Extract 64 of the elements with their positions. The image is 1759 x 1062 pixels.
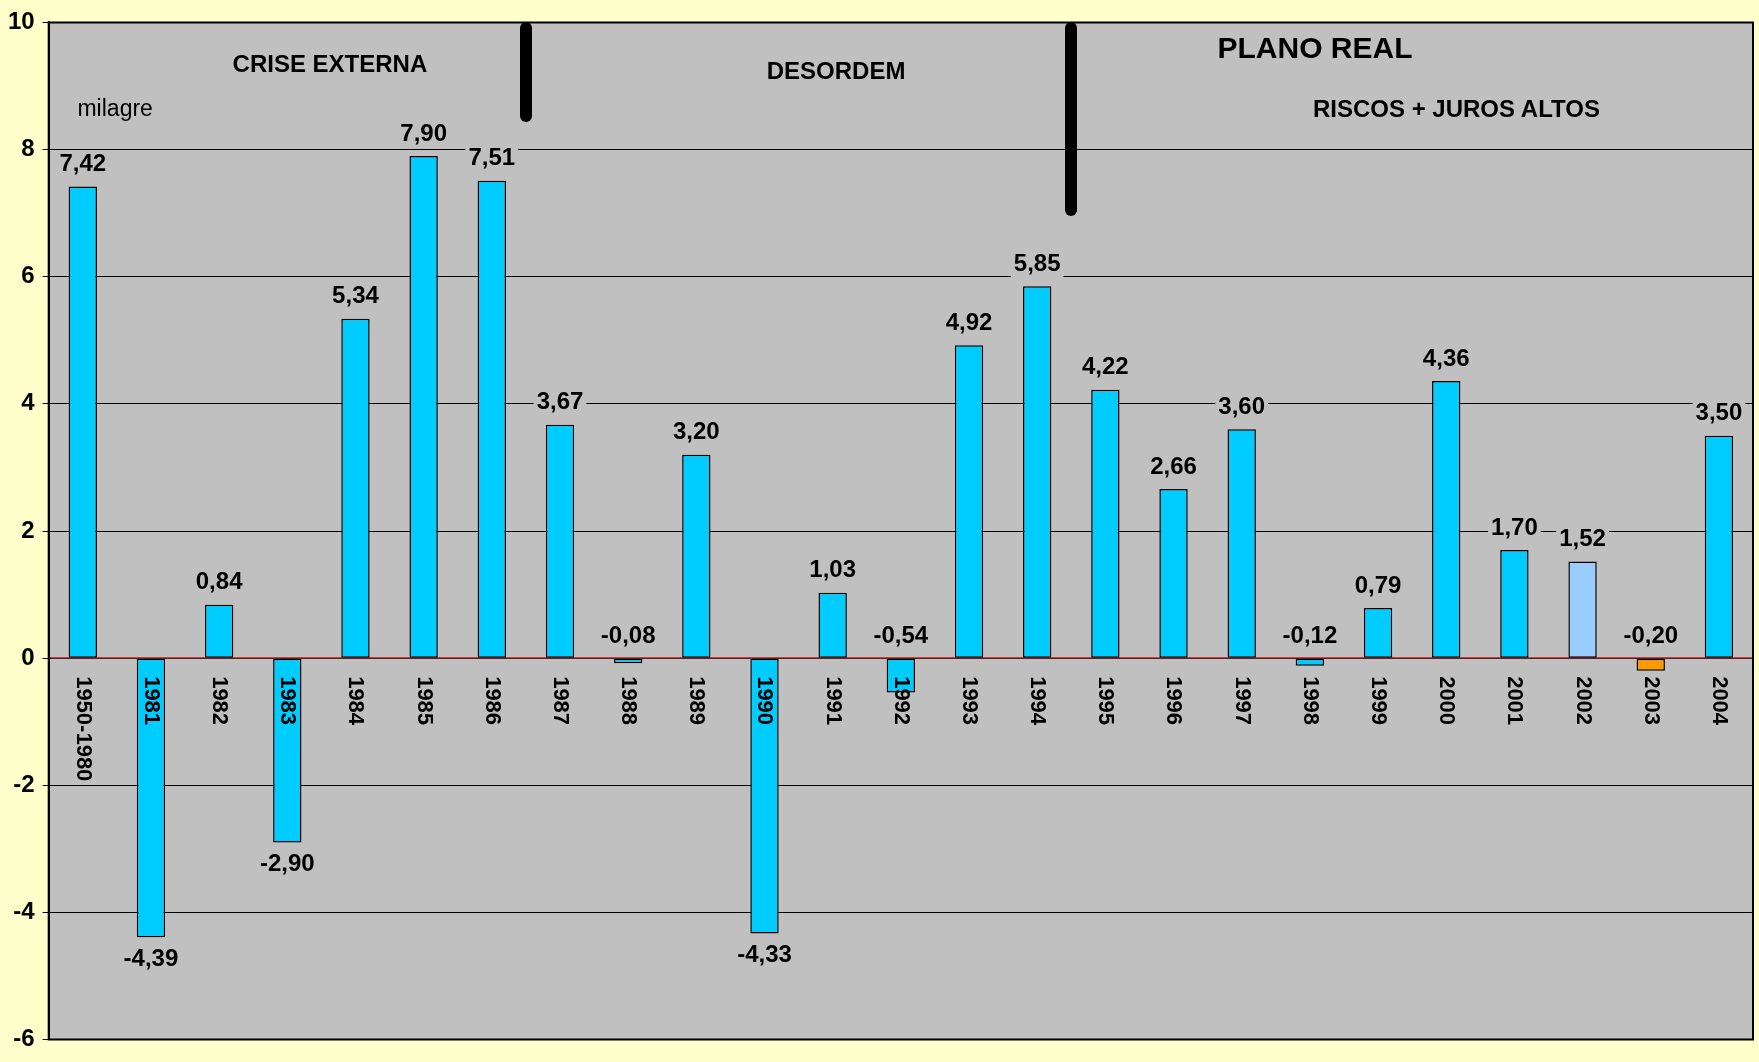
x-tick-label: 1985: [412, 676, 438, 726]
y-tick-label: 2: [21, 515, 35, 543]
x-tick-label: 1986: [480, 676, 506, 726]
x-tick-label: 1992: [889, 676, 915, 726]
x-tick-label: 1997: [1230, 676, 1256, 726]
y-tick-label: 8: [21, 134, 35, 162]
annotation: CRISE EXTERNA: [232, 49, 428, 77]
x-tick-label: 1991: [821, 676, 847, 726]
x-tick-label: 1983: [276, 676, 302, 726]
y-tick-label: -2: [13, 769, 35, 797]
y-tick-label: 0: [21, 642, 35, 670]
data-label: 4,92: [945, 307, 993, 335]
data-label: 4,36: [1422, 343, 1470, 371]
x-tick-label: 1988: [617, 676, 643, 726]
x-tick-label: 1950-1980: [71, 676, 97, 782]
data-label: 5,34: [332, 281, 380, 309]
x-tick-label: 2004: [1707, 676, 1733, 726]
data-label: 0,84: [195, 567, 244, 595]
x-tick-label: 1995: [1094, 676, 1120, 726]
data-label: 1,52: [1559, 524, 1606, 552]
x-tick-label: 1982: [208, 676, 234, 726]
data-label: -2,90: [259, 849, 315, 877]
y-tick-label: 6: [21, 261, 35, 289]
y-tick-label: -6: [13, 1024, 35, 1052]
data-label: 0,79: [1354, 570, 1402, 598]
annotation: DESORDEM: [766, 56, 906, 84]
data-label: 7,90: [400, 118, 447, 146]
data-label: -4,33: [737, 940, 792, 968]
x-tick-label: 1993: [957, 676, 983, 726]
data-label: 3,20: [672, 417, 720, 445]
x-tick-label: 2000: [1435, 676, 1461, 726]
x-tick-label: 2003: [1639, 676, 1665, 726]
data-label: -0,08: [600, 620, 656, 648]
x-tick-label: 1994: [1026, 676, 1052, 726]
y-tick-label: 4: [21, 388, 36, 416]
data-label: -0,12: [1282, 620, 1338, 648]
data-label: -0,20: [1623, 620, 1679, 648]
x-tick-label: 1984: [344, 676, 370, 726]
data-label: -0,54: [873, 620, 929, 648]
data-label: 7,51: [468, 143, 516, 171]
y-tick-label: 10: [7, 7, 35, 35]
annotation: RISCOS + JUROS ALTOS: [1312, 94, 1600, 122]
data-label: 7,42: [59, 149, 107, 177]
x-tick-label: 1990: [753, 676, 779, 726]
data-label: 1,70: [1491, 512, 1538, 540]
data-label: 2,66: [1150, 451, 1197, 479]
x-tick-label: 2002: [1571, 676, 1597, 726]
x-tick-label: 1987: [548, 676, 574, 726]
x-tick-label: 1996: [1162, 676, 1188, 726]
annotation: milagre: [77, 95, 153, 122]
y-tick-label: -4: [13, 897, 36, 925]
x-tick-label: 1998: [1298, 676, 1324, 726]
x-tick-label: 1981: [139, 676, 165, 726]
data-label: 5,85: [1013, 248, 1061, 276]
annotation: PLANO REAL: [1217, 31, 1413, 65]
data-label: 1,03: [809, 555, 857, 583]
x-tick-label: 1989: [685, 676, 711, 726]
data-label: 3,67: [536, 387, 584, 415]
data-label: 3,60: [1218, 391, 1266, 419]
x-tick-label: 2001: [1503, 676, 1529, 726]
data-label: 3,50: [1695, 398, 1743, 426]
x-tick-label: 1999: [1366, 676, 1392, 726]
data-label: 4,22: [1082, 352, 1129, 380]
data-label: -4,39: [123, 943, 179, 971]
